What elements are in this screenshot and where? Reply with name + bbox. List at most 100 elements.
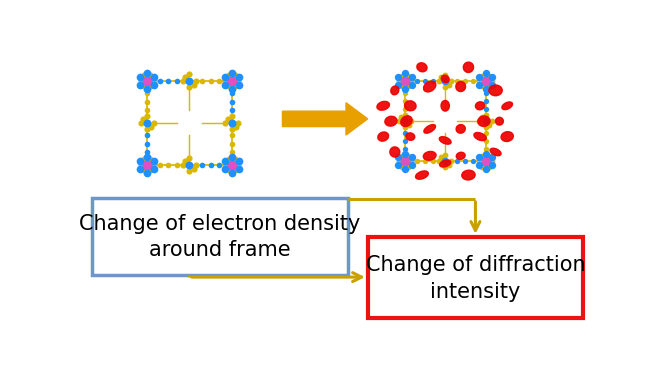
Point xyxy=(403,73,413,79)
Point xyxy=(393,158,404,164)
Text: around frame: around frame xyxy=(149,240,290,260)
Ellipse shape xyxy=(463,62,474,72)
Point xyxy=(399,166,410,172)
Ellipse shape xyxy=(478,116,490,126)
Point xyxy=(142,70,152,76)
Point xyxy=(440,72,451,78)
Point xyxy=(148,120,159,126)
Point xyxy=(142,162,152,168)
Point xyxy=(135,74,145,80)
Point xyxy=(483,163,494,170)
Point xyxy=(407,162,417,168)
Point xyxy=(399,106,410,112)
Point xyxy=(220,120,230,126)
Text: intensity: intensity xyxy=(430,282,521,302)
Point xyxy=(480,150,491,157)
Point xyxy=(440,78,451,84)
Point xyxy=(486,78,497,84)
Ellipse shape xyxy=(502,102,513,110)
Point xyxy=(399,78,410,84)
Point xyxy=(163,162,174,168)
Ellipse shape xyxy=(442,75,449,83)
Point xyxy=(148,162,159,168)
Point xyxy=(473,74,484,80)
Point xyxy=(234,74,244,80)
Ellipse shape xyxy=(475,102,484,110)
Point xyxy=(393,118,404,124)
Point xyxy=(428,78,438,84)
Point xyxy=(406,118,416,124)
Point xyxy=(219,82,230,88)
Point xyxy=(146,124,156,130)
Point xyxy=(234,82,244,88)
Point xyxy=(184,71,195,77)
Point xyxy=(233,120,244,126)
Point xyxy=(399,98,410,104)
Point xyxy=(222,115,233,122)
Point xyxy=(487,162,498,168)
Point xyxy=(220,162,230,168)
Point xyxy=(135,158,145,164)
Point xyxy=(145,167,156,173)
Point xyxy=(477,163,488,170)
Point xyxy=(223,83,234,89)
Point xyxy=(434,158,444,164)
Point xyxy=(480,146,491,152)
Point xyxy=(480,106,491,112)
Point xyxy=(188,82,199,88)
Point xyxy=(399,158,410,164)
Point xyxy=(172,78,182,84)
Ellipse shape xyxy=(385,116,397,126)
Point xyxy=(480,112,491,118)
Ellipse shape xyxy=(391,86,399,95)
Point xyxy=(484,122,494,128)
Point xyxy=(149,74,160,80)
Point xyxy=(139,167,149,173)
Point xyxy=(226,86,237,92)
Point xyxy=(399,90,410,96)
Point xyxy=(399,146,410,152)
Point xyxy=(142,120,152,126)
Point xyxy=(142,170,152,176)
Point xyxy=(393,82,403,88)
Point xyxy=(397,163,407,170)
Point xyxy=(403,83,413,90)
Point xyxy=(142,132,152,138)
Point xyxy=(234,166,244,172)
Point xyxy=(434,78,444,84)
Point xyxy=(226,107,237,113)
Point xyxy=(149,82,160,88)
Point xyxy=(184,168,195,174)
Point xyxy=(226,141,237,147)
Ellipse shape xyxy=(405,101,416,111)
Point xyxy=(406,78,416,84)
Point xyxy=(474,158,484,164)
Point xyxy=(436,74,447,80)
Point xyxy=(480,78,491,84)
Point xyxy=(142,149,152,155)
Point xyxy=(486,118,497,124)
Point xyxy=(135,120,146,126)
Point xyxy=(135,78,146,84)
Point xyxy=(138,115,148,122)
Point xyxy=(440,164,451,170)
Ellipse shape xyxy=(401,116,412,126)
Point xyxy=(226,99,237,105)
Point xyxy=(145,156,156,162)
Point xyxy=(480,130,491,136)
Point xyxy=(477,153,488,159)
Point xyxy=(226,90,237,96)
Point xyxy=(154,162,165,168)
Point xyxy=(399,118,410,124)
Point xyxy=(184,155,195,161)
Point xyxy=(428,158,438,164)
Point xyxy=(135,82,145,88)
Point xyxy=(191,162,201,168)
Ellipse shape xyxy=(423,151,436,160)
Point xyxy=(184,78,195,84)
FancyBboxPatch shape xyxy=(92,198,348,275)
Point xyxy=(468,158,478,164)
Point xyxy=(219,166,230,172)
Point xyxy=(473,154,484,160)
Point xyxy=(407,82,417,88)
